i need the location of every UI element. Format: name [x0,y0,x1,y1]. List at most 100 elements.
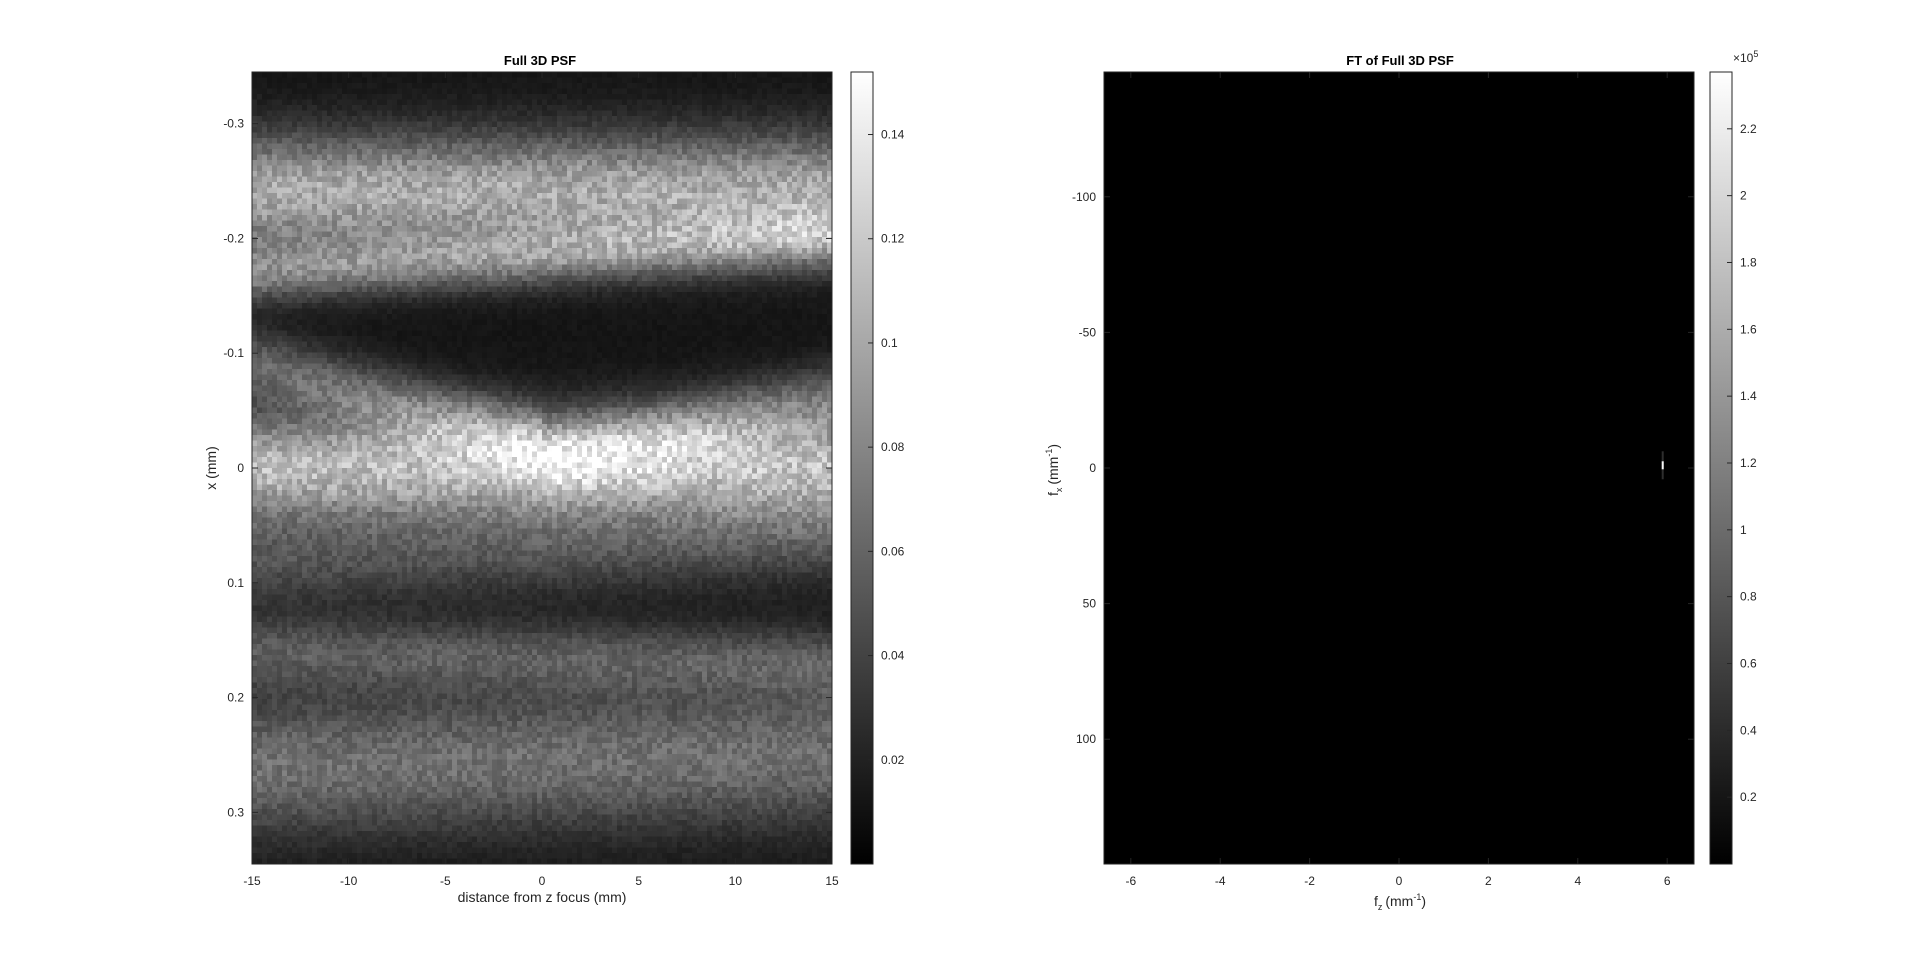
psf-pixel [817,248,823,254]
psf-pixel [362,154,368,161]
psf-pixel [587,160,593,166]
psf-pixel [492,281,498,287]
psf-pixel [477,204,483,210]
psf-pixel [582,105,588,111]
psf-pixel [772,160,778,166]
psf-pixel [487,160,493,166]
psf-pixel [692,187,698,194]
psf-pixel [407,204,413,210]
psf-pixel [452,138,458,144]
psf-pixel [712,165,718,172]
psf-pixel [542,105,548,111]
psf-pixel [667,248,673,254]
psf-pixel [402,132,408,139]
psf-pixel [372,286,378,293]
psf-pixel [822,259,828,265]
psf-pixel [482,270,488,276]
psf-pixel [377,248,383,254]
psf-pixel [317,259,323,265]
psf-pixel [662,209,668,216]
psf-pixel [542,237,548,243]
psf-pixel [627,286,633,293]
psf-pixel [412,72,418,78]
psf-pixel [802,143,808,150]
psf-pixel [827,143,833,150]
psf-pixel [407,77,413,84]
psf-pixel [277,198,283,205]
psf-pixel [802,281,808,287]
psf-pixel [267,275,273,282]
psf-pixel [722,83,728,89]
psf-pixel [412,226,418,232]
psf-pixel [697,270,703,276]
psf-pixel [797,165,803,172]
psf-pixel [312,127,318,133]
psf-pixel [402,116,408,122]
psf-pixel [807,127,813,133]
psf-pixel [527,165,533,172]
psf-pixel [722,253,728,260]
psf-pixel [652,138,658,144]
psf-pixel [762,154,768,161]
psf-pixel [412,281,418,287]
psf-pixel [657,182,663,188]
psf-pixel [732,204,738,210]
psf-pixel [292,182,298,188]
psf-pixel [497,165,503,172]
psf-pixel [807,88,813,95]
psf-pixel [502,286,508,293]
psf-pixel [417,160,423,166]
psf-pixel [582,182,588,188]
psf-pixel [282,220,288,227]
psf-pixel [817,121,823,128]
psf-pixel [792,110,798,117]
psf-pixel [717,220,723,227]
psf-pixel [702,171,708,177]
psf-pixel [612,215,618,221]
psf-pixel [502,204,508,210]
psf-pixel [802,94,808,100]
psf-pixel [617,226,623,232]
psf-pixel [372,165,378,172]
psf-pixel [257,149,263,155]
psf-pixel [562,99,568,106]
psf-pixel [527,264,533,271]
psf-pixel [372,270,378,276]
psf-pixel [687,72,693,78]
psf-pixel [712,138,718,144]
psf-pixel [472,303,478,309]
psf-pixel [777,77,783,84]
psf-pixel [502,253,508,260]
psf-pixel [702,77,708,84]
psf-pixel [752,253,758,260]
psf-pixel [812,72,818,78]
psf-pixel [557,132,563,139]
psf-pixel [517,176,523,183]
psf-pixel [347,286,353,293]
psf-pixel [717,275,723,282]
psf-pixel [702,83,708,89]
psf-pixel [552,253,558,260]
psf-pixel [502,220,508,227]
psf-pixel [672,105,678,111]
psf-pixel [722,138,728,144]
psf-pixel [497,303,503,309]
psf-pixel [487,88,493,95]
psf-pixel [632,116,638,122]
psf-pixel [542,149,548,155]
psf-pixel [432,105,438,111]
psf-pixel [252,165,258,172]
psf-pixel [697,204,703,210]
psf-pixel [322,149,328,155]
psf-pixel [512,121,518,128]
psf-pixel [687,242,693,249]
psf-pixel [342,116,348,122]
psf-pixel [827,242,833,249]
psf-pixel [677,160,683,166]
psf-pixel [277,171,283,177]
psf-pixel [742,154,748,161]
psf-pixel [742,237,748,243]
psf-pixel [477,242,483,249]
psf-pixel [397,110,403,117]
psf-pixel [402,138,408,144]
